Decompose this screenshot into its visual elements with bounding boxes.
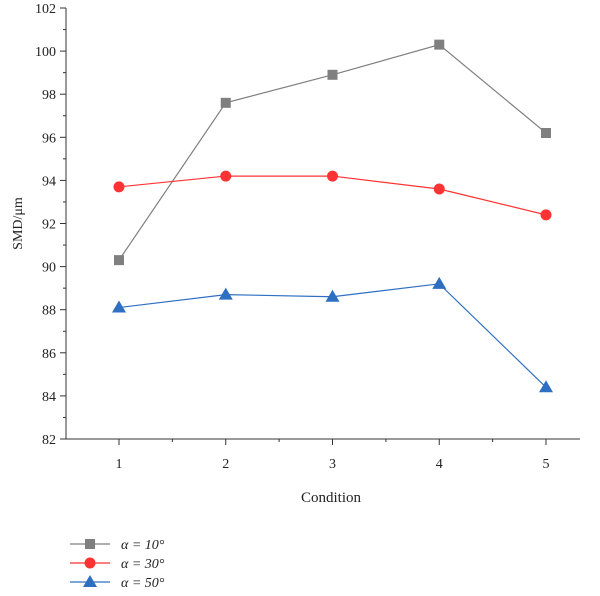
legend-marker-1 — [85, 539, 95, 549]
legend-label-3: α = 50° — [121, 576, 165, 591]
data-point-s3-2 — [218, 287, 233, 300]
x-tick-label: 3 — [329, 457, 336, 472]
y-tick-label: 100 — [35, 45, 56, 60]
axes: 82 84 86 88 90 92 94 96 98 100 102 1 2 3 4 5 — [35, 2, 580, 472]
y-tick-label: 94 — [42, 174, 56, 189]
data-point-s2-5 — [540, 209, 552, 221]
data-point-s3-5 — [539, 380, 553, 393]
y-tick-label: 96 — [42, 131, 56, 146]
x-tick-label: 5 — [543, 457, 550, 472]
legend: α = 10° α = 30° α = 50° — [70, 538, 165, 591]
data-point-s3-4 — [432, 276, 447, 289]
y-tick-label: 90 — [42, 261, 56, 276]
data-point-s2-2 — [220, 170, 232, 182]
data-point-s1-1 — [114, 255, 124, 266]
data-point-s2-1 — [113, 181, 125, 193]
series-layer — [112, 39, 553, 393]
data-point-s1-3 — [327, 69, 338, 80]
data-point-s1-5 — [541, 127, 551, 138]
x-tick-label: 4 — [436, 457, 443, 472]
legend-label-1: α = 10° — [121, 538, 165, 553]
y-tick-label: 86 — [42, 347, 56, 362]
data-point-s3-1 — [112, 300, 126, 313]
x-axis-label: Condition — [301, 490, 362, 506]
data-point-s2-4 — [433, 183, 445, 195]
legend-marker-2 — [84, 557, 96, 569]
y-tick-label: 88 — [42, 304, 56, 319]
legend-marker-3 — [83, 575, 97, 587]
data-point-s2-3 — [327, 170, 338, 182]
legend-label-2: α = 30° — [121, 557, 165, 572]
y-tick-label: 84 — [42, 390, 56, 405]
x-tick-label: 2 — [222, 457, 229, 472]
y-tick-label: 82 — [42, 433, 56, 448]
y-tick-label: 102 — [35, 2, 56, 17]
y-axis-label: SMD/μm — [11, 197, 26, 250]
x-tick-label: 1 — [116, 457, 123, 472]
data-point-s1-2 — [220, 97, 231, 108]
data-point-s1-4 — [434, 39, 445, 50]
data-point-s3-3 — [325, 289, 340, 302]
y-tick-label: 92 — [42, 218, 56, 233]
y-tick-label: 98 — [42, 88, 56, 103]
series-line-2 — [118, 175, 547, 216]
